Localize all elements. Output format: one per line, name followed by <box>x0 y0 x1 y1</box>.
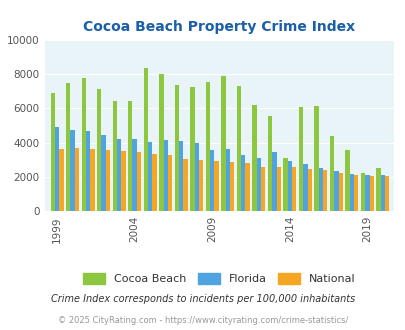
Bar <box>291 167 296 211</box>
Bar <box>86 131 90 211</box>
Bar <box>183 159 187 211</box>
Bar <box>143 68 148 211</box>
Bar <box>225 149 229 211</box>
Bar <box>75 148 79 211</box>
Bar <box>241 155 245 211</box>
Bar <box>55 127 59 211</box>
Bar <box>345 150 349 211</box>
Title: Cocoa Beach Property Crime Index: Cocoa Beach Property Crime Index <box>83 20 354 34</box>
Bar <box>209 150 214 211</box>
Bar <box>353 175 358 211</box>
Legend: Cocoa Beach, Florida, National: Cocoa Beach, Florida, National <box>78 268 359 288</box>
Bar <box>148 142 152 211</box>
Bar <box>167 154 172 211</box>
Bar <box>260 167 265 211</box>
Bar <box>190 87 194 211</box>
Bar <box>360 173 364 211</box>
Bar <box>333 171 338 211</box>
Text: © 2025 CityRating.com - https://www.cityrating.com/crime-statistics/: © 2025 CityRating.com - https://www.city… <box>58 316 347 325</box>
Bar <box>375 168 380 211</box>
Bar <box>283 158 287 211</box>
Bar <box>121 151 126 211</box>
Bar <box>128 101 132 211</box>
Bar <box>307 169 311 211</box>
Bar <box>318 168 322 211</box>
Bar <box>338 173 342 211</box>
Bar <box>132 139 136 211</box>
Text: Crime Index corresponds to incidents per 100,000 inhabitants: Crime Index corresponds to incidents per… <box>51 294 354 304</box>
Bar <box>159 74 163 211</box>
Bar <box>267 116 271 211</box>
Bar <box>380 175 384 211</box>
Bar <box>205 82 209 211</box>
Bar <box>256 158 260 211</box>
Bar <box>349 174 353 211</box>
Bar <box>81 78 86 211</box>
Bar <box>194 144 198 211</box>
Bar <box>59 149 64 211</box>
Bar <box>369 176 373 211</box>
Bar <box>112 101 117 211</box>
Bar <box>298 107 303 211</box>
Bar <box>198 160 203 211</box>
Bar <box>163 140 167 211</box>
Bar <box>276 167 280 211</box>
Bar <box>136 152 141 211</box>
Bar <box>236 86 241 211</box>
Bar <box>221 76 225 211</box>
Bar <box>152 154 156 211</box>
Bar <box>322 170 326 211</box>
Bar <box>271 152 276 211</box>
Bar <box>287 161 291 211</box>
Bar <box>329 136 333 211</box>
Bar <box>179 141 183 211</box>
Bar <box>117 139 121 211</box>
Bar <box>313 106 318 211</box>
Bar <box>90 148 94 211</box>
Bar <box>229 162 234 211</box>
Bar <box>101 135 106 211</box>
Bar <box>51 93 55 211</box>
Bar <box>252 105 256 211</box>
Bar <box>70 130 75 211</box>
Bar <box>66 82 70 211</box>
Bar <box>97 89 101 211</box>
Bar <box>106 150 110 211</box>
Bar <box>214 161 218 211</box>
Bar <box>174 85 179 211</box>
Bar <box>384 176 388 211</box>
Bar <box>303 164 307 211</box>
Bar <box>245 163 249 211</box>
Bar <box>364 175 369 211</box>
